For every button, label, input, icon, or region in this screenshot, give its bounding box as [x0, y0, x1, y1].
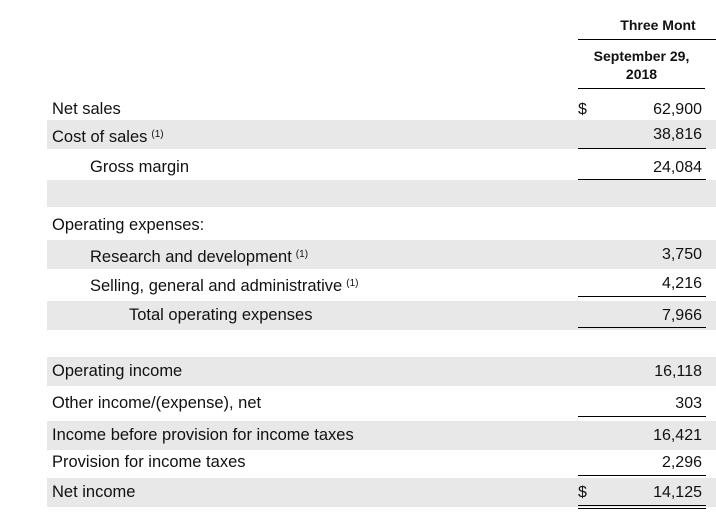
row-label: Cost of sales (1) — [52, 120, 164, 149]
row-selling-general-admin: Selling, general and administrative (1) 4… — [47, 269, 716, 298]
footnote-marker: (1) — [151, 129, 164, 140]
currency-symbol: $ — [578, 101, 587, 118]
row-label-text: Research and development — [90, 248, 292, 266]
row-gross-margin: Gross margin 24,084 — [47, 153, 716, 182]
subtotal-rule — [578, 296, 706, 297]
row-research-development: Research and development (1) 3,750 — [47, 240, 716, 269]
row-value: 303 — [675, 395, 702, 412]
period-header: Three Mont — [620, 17, 696, 33]
row-net-income: Net income $ 14,125 — [47, 478, 716, 507]
row-value: 62,900 — [653, 101, 702, 118]
row-cost-of-sales: Cost of sales (1) 38,816 — [47, 120, 716, 149]
row-label: Selling, general and administrative (1) — [90, 269, 358, 298]
column-header: September 29, 2018 — [578, 47, 705, 83]
row-value: 3,750 — [661, 246, 702, 263]
row-operating-income: Operating income 16,118 — [47, 357, 716, 386]
column-header-rule — [578, 88, 705, 89]
footnote-marker: (1) — [346, 278, 359, 289]
currency-symbol: $ — [578, 484, 587, 501]
row-label: Other income/(expense), net — [52, 394, 262, 412]
column-header-year: 2018 — [625, 66, 658, 82]
row-label: Total operating expenses — [129, 306, 313, 324]
row-label: Provision for income taxes — [52, 453, 246, 471]
row-provision-income-taxes: Provision for income taxes 2,296 — [47, 448, 716, 477]
row-value: 24,084 — [653, 159, 702, 176]
row-label: Operating income — [52, 362, 183, 380]
row-label: Net sales — [52, 100, 121, 118]
column-header-date: September 29, — [593, 48, 690, 64]
row-operating-expenses-heading: Operating expenses: — [47, 211, 716, 240]
row-value: 38,816 — [653, 126, 702, 143]
subtotal-rule — [578, 475, 706, 476]
row-total-operating-expenses: Total operating expenses 7,966 — [47, 301, 716, 330]
row-label: Research and development (1) — [90, 240, 308, 269]
row-label: Gross margin — [90, 158, 190, 176]
row-income-before-taxes: Income before provision for income taxes… — [47, 421, 716, 450]
spacer-row — [47, 180, 716, 207]
row-other-income: Other income/(expense), net 303 — [47, 389, 716, 418]
row-label-text: Selling, general and administrative — [90, 277, 343, 295]
section-heading: Operating expenses: — [52, 216, 205, 234]
subtotal-rule — [578, 148, 706, 149]
row-value: 16,118 — [654, 363, 702, 380]
row-value: 14,125 — [653, 484, 702, 501]
row-label: Income before provision for income taxes — [52, 426, 354, 444]
row-label-text: Cost of sales — [52, 128, 148, 146]
subtotal-rule — [578, 416, 706, 417]
row-value: 4,216 — [661, 275, 702, 292]
subtotal-rule — [578, 327, 706, 328]
subtotal-rule — [578, 179, 706, 180]
row-net-sales: Net sales $ 62,900 — [47, 95, 716, 124]
row-label: Net income — [52, 483, 136, 501]
total-double-rule — [578, 505, 706, 509]
period-header-rule — [578, 39, 716, 40]
row-value: 2,296 — [661, 454, 702, 471]
row-value: 16,421 — [653, 427, 702, 444]
row-value: 7,966 — [661, 307, 702, 324]
footnote-marker: (1) — [295, 249, 309, 260]
